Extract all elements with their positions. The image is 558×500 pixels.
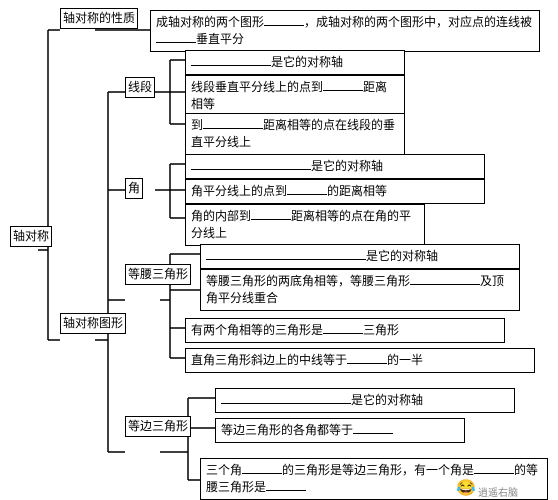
blank [353,422,393,434]
sub-segment-label: 线段 [128,81,152,94]
sub-isoceles: 等腰三角形 [125,264,191,285]
leaf-angle-axis: 是它的对称轴 [185,154,485,179]
leaf-property: 成轴对称的两个图形，成轴对称的两个图形中，对应点的连线被垂直平分 [150,10,540,52]
branch-properties: 轴对称的性质 [60,8,138,29]
blank [323,79,363,91]
blank [251,208,291,220]
leaf-iso-prop: 等腰三角形的两底角相等，等腰三角形及顶角平分线重合 [200,269,520,311]
blank [191,158,311,170]
sub-angle-label: 角 [128,182,140,195]
branch-figures-label: 轴对称图形 [63,317,123,330]
blank [264,14,304,26]
sub-angle: 角 [125,178,143,199]
blank [266,479,306,491]
leaf-seg-perp1: 线段垂直平分线上的点到距离相等 [185,75,405,117]
sub-equilateral-label: 等边三角形 [128,420,188,433]
watermark-text: 逍遥右脑 [478,484,518,499]
sub-isoceles-label: 等腰三角形 [128,268,188,281]
blank [287,183,327,195]
leaf-angle-bisector1: 角平分线上的点到的距离相等 [185,179,485,204]
branch-properties-label: 轴对称的性质 [63,12,135,25]
blank [203,117,263,129]
blank [156,31,196,43]
blank [206,248,366,260]
leaf-iso-axis: 是它的对称轴 [200,244,520,269]
leaf-iso-judge: 有两个角相等的三角形是三角形 [185,318,505,343]
sub-equilateral: 等边三角形 [125,416,191,437]
leaf-seg-perp2: 到距离相等的点在线段的垂直平分线上 [185,113,405,155]
blank [410,273,480,285]
leaf-right-median: 直角三角形斜边上的中线等于的一半 [185,348,535,373]
blank [323,322,363,334]
emoji-icon: 😂 [456,478,476,498]
blank [474,462,514,474]
blank [221,392,351,404]
leaf-angle-bisector2: 角的内部到距离相等的点在角的平分线上 [185,204,425,246]
blank [347,352,387,364]
branch-figures: 轴对称图形 [60,313,126,334]
root-node: 轴对称 [10,226,52,247]
blank [191,54,271,66]
leaf-equi-axis: 是它的对称轴 [215,388,515,413]
leaf-equi-angles: 等边三角形的各角都等于 [215,418,465,443]
blank [242,462,282,474]
root-label: 轴对称 [13,230,49,243]
sub-segment: 线段 [125,77,155,98]
leaf-seg-axis: 是它的对称轴 [185,50,405,75]
